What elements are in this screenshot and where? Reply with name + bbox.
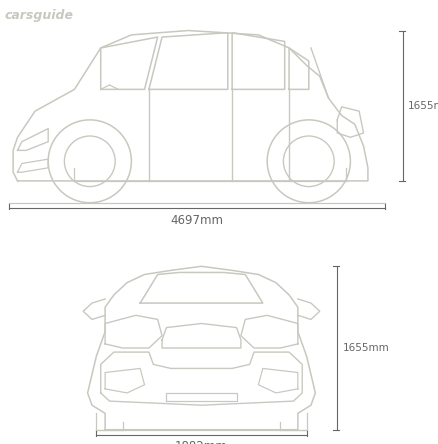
Text: carsguide: carsguide — [4, 9, 74, 22]
Text: 1882mm: 1882mm — [175, 440, 228, 444]
Text: 1655mm: 1655mm — [343, 343, 389, 353]
Text: 4697mm: 4697mm — [170, 214, 224, 226]
Text: 1655mm: 1655mm — [407, 101, 438, 111]
